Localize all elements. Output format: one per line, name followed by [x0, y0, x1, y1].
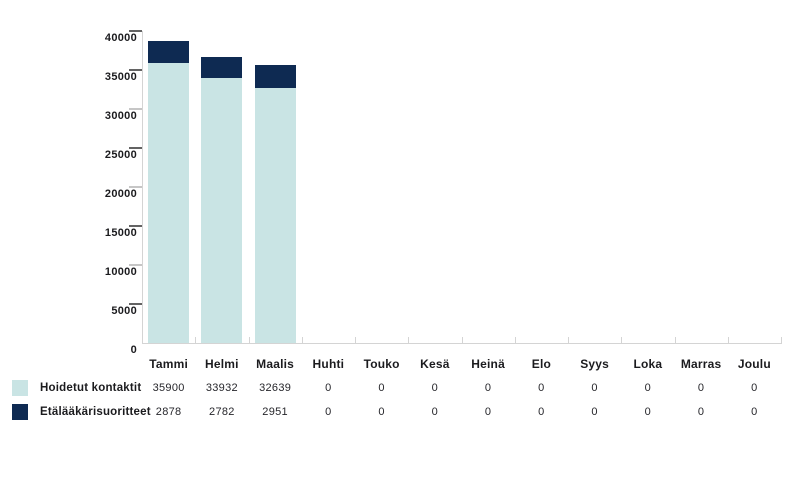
y-axis-label: 30000: [104, 110, 137, 122]
table-value: 0: [751, 382, 758, 394]
y-axis-label: 35000: [104, 71, 137, 83]
legend-label-hoidetut-kontaktit: Hoidetut kontaktit: [40, 382, 142, 394]
y-axis-line: [142, 31, 143, 343]
table-value: 0: [538, 382, 545, 394]
category-boundary-tick: [195, 337, 197, 343]
table-value: 0: [378, 406, 385, 418]
category-boundary-tick: [621, 337, 623, 343]
x-axis-label-maalis: Maalis: [256, 357, 295, 371]
table-value: 0: [538, 406, 545, 418]
table-value: 0: [431, 382, 439, 394]
table-value: 0: [751, 406, 758, 418]
x-axis-label-loka: Loka: [633, 357, 663, 371]
table-value: 2878: [155, 406, 182, 418]
y-axis-tick: [129, 186, 142, 188]
bar-segment-helmi: [201, 56, 243, 79]
legend-swatch-hoidetut-kontaktit: [12, 380, 28, 396]
x-axis-label-marras: Marras: [680, 357, 722, 371]
y-axis-tick: [129, 225, 142, 227]
category-boundary-tick: [355, 337, 356, 343]
legend-swatch-etalaakarisuoritteet: [12, 404, 28, 420]
y-axis-label: 10000: [104, 266, 137, 278]
bar-segment-maalis: [254, 88, 296, 343]
y-axis-tick: [129, 303, 142, 305]
y-axis-tick: [129, 108, 142, 110]
table-value: 0: [325, 382, 332, 394]
x-axis-label-heinä: Heinä: [471, 357, 505, 371]
legend-label-etalaakarisuoritteet: Etälääkärisuoritteet: [40, 406, 151, 418]
category-boundary-tick: [408, 337, 410, 343]
table-value: 32639: [259, 382, 292, 394]
bar-segment-tammi: [148, 40, 190, 63]
x-axis-label-huhti: Huhti: [312, 357, 345, 371]
y-axis-label: 25000: [104, 149, 137, 161]
table-value: 0: [484, 382, 492, 394]
table-value: 0: [325, 406, 332, 418]
category-boundary-tick: [248, 337, 250, 343]
table-value: 0: [644, 406, 652, 418]
table-value: 0: [644, 382, 652, 394]
y-axis-tick: [129, 147, 142, 149]
table-value: 33932: [205, 382, 238, 394]
table-value: 0: [697, 382, 705, 394]
x-axis-label-helmi: Helmi: [205, 357, 239, 371]
x-axis-baseline: [142, 343, 782, 344]
y-axis-label: 15000: [104, 227, 137, 239]
table-value: 0: [591, 382, 598, 394]
category-boundary-tick: [727, 337, 729, 343]
y-axis-tick: [129, 30, 142, 32]
table-value: 0: [484, 406, 492, 418]
category-boundary-tick: [568, 337, 569, 343]
y-axis-label: 40000: [104, 32, 137, 44]
bar-segment-maalis: [254, 65, 296, 89]
table-value: 2782: [209, 406, 235, 418]
x-axis-label-kesä: Kesä: [420, 357, 450, 371]
y-axis-label: 20000: [104, 188, 137, 200]
table-value: 0: [697, 406, 705, 418]
bar-segment-helmi: [201, 78, 243, 343]
category-boundary-tick: [301, 337, 303, 343]
category-boundary-tick: [514, 337, 516, 343]
x-axis-label-tammi: Tammi: [149, 357, 189, 371]
x-axis-label-joulu: Joulu: [737, 357, 771, 371]
x-axis-label-touko: Touko: [363, 357, 400, 371]
table-value: 0: [591, 406, 598, 418]
y-axis-label: 0: [130, 344, 137, 356]
category-boundary-tick: [674, 337, 676, 343]
x-axis-label-syys: Syys: [580, 357, 610, 371]
y-axis-label: 5000: [111, 305, 137, 317]
table-value: 0: [431, 406, 439, 418]
bar-segment-tammi: [148, 62, 190, 343]
table-value: 35900: [152, 382, 185, 394]
category-boundary-tick: [461, 337, 463, 343]
y-axis-tick: [129, 69, 142, 71]
x-axis-label-elo: Elo: [531, 357, 552, 371]
y-axis-tick: [129, 264, 142, 266]
category-boundary-tick: [781, 337, 782, 343]
table-value: 2951: [262, 406, 288, 418]
table-value: 0: [378, 382, 385, 394]
